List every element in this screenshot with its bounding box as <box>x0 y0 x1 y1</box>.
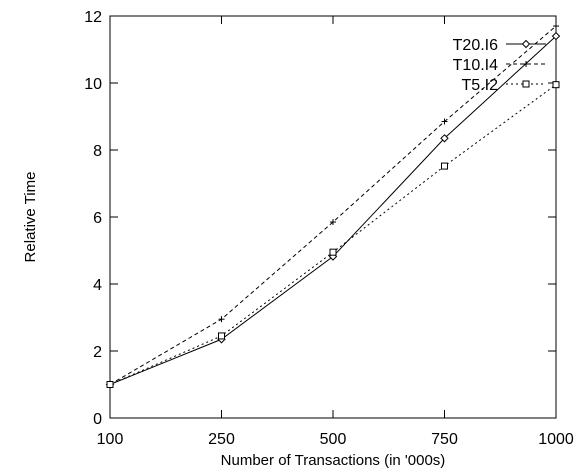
x-tick-label: 1000 <box>538 431 574 448</box>
y-tick-label: 12 <box>84 9 102 26</box>
y-tick-label: 4 <box>93 277 102 294</box>
x-axis-ticks: 100 250 500 750 1000 <box>97 16 574 448</box>
data-point <box>552 81 560 89</box>
x-axis-label: Number of Transactions (in '000s) <box>221 452 446 469</box>
x-tick-label: 250 <box>208 431 235 448</box>
legend-marker <box>521 39 531 49</box>
y-tick-label: 0 <box>93 411 102 428</box>
legend-label: T10.I4 <box>453 57 498 74</box>
legend-label: T5.I2 <box>462 77 499 94</box>
data-point <box>329 248 337 256</box>
y-tick-label: 10 <box>84 76 102 93</box>
series-line <box>109 84 557 385</box>
data-point <box>218 332 225 340</box>
data-point <box>551 31 561 41</box>
series-layer <box>105 23 561 389</box>
y-axis-label: Relative Time <box>22 172 39 263</box>
y-tick-label: 6 <box>93 210 102 227</box>
legend-marker <box>523 61 529 67</box>
legend-marker <box>522 80 530 88</box>
x-tick-label: 500 <box>320 431 347 448</box>
legend: T20.I6 T10.I4 T5.I2 <box>453 37 546 94</box>
x-tick-label: 100 <box>97 431 124 448</box>
data-point <box>218 316 225 323</box>
data-point <box>440 134 449 143</box>
series-t5-i2 <box>106 81 560 388</box>
data-point <box>330 219 336 226</box>
y-tick-label: 2 <box>93 344 102 361</box>
series-line <box>109 25 557 385</box>
data-point <box>441 162 448 170</box>
legend-label: T20.I6 <box>453 37 498 54</box>
data-point <box>441 118 448 125</box>
data-point <box>106 381 114 388</box>
data-point <box>553 23 559 30</box>
x-tick-label: 750 <box>431 431 458 448</box>
y-axis-ticks: 0 2 4 6 8 10 12 <box>84 9 556 428</box>
y-tick-label: 8 <box>93 143 102 160</box>
